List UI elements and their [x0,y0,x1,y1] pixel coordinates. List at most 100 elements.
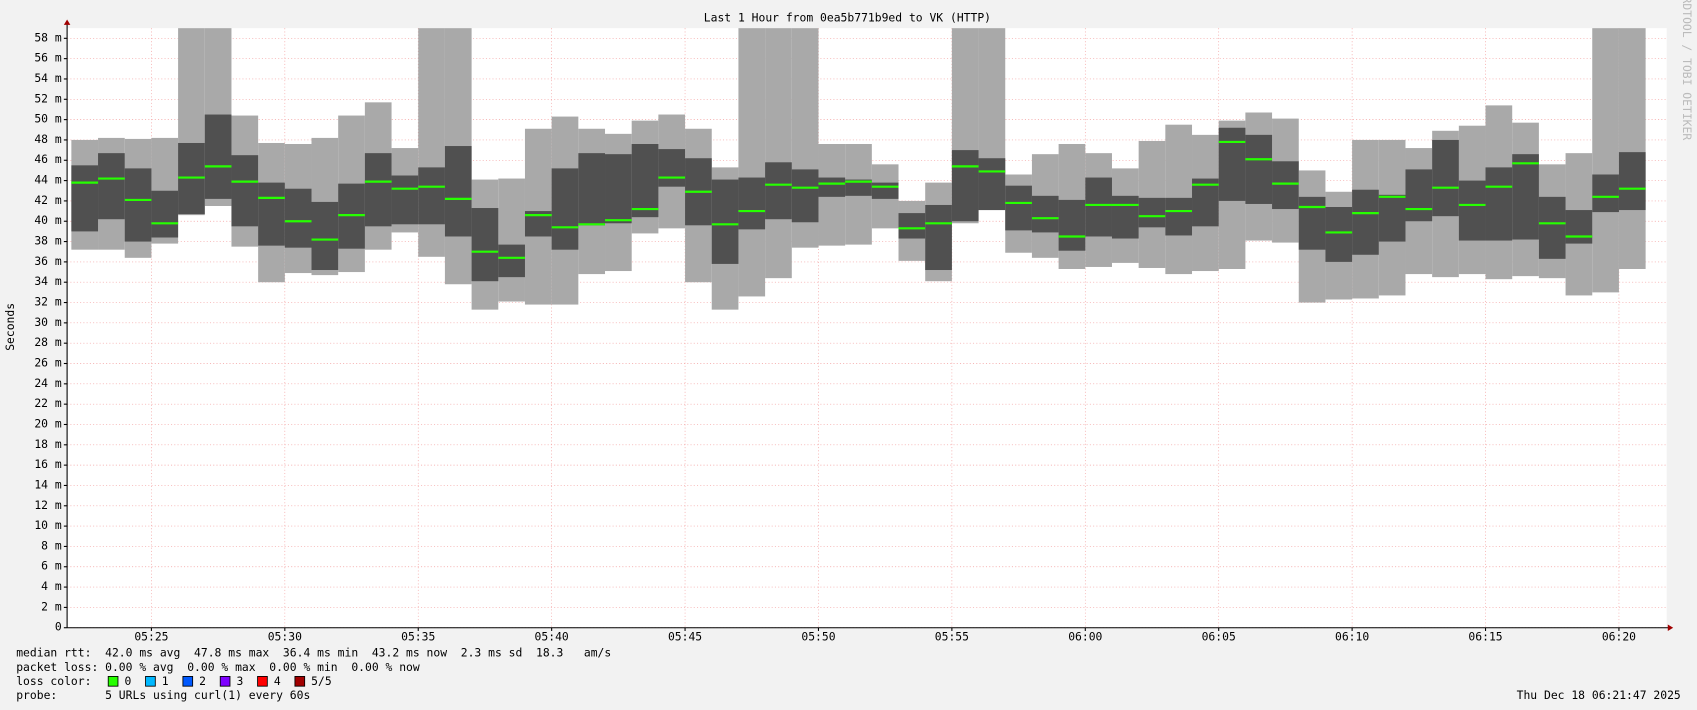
smoke-band [151,190,179,238]
y-tick-label: 32 m [34,295,62,309]
plot-area [67,28,1667,628]
smoke-band [1085,177,1112,237]
smoke-band [364,153,392,227]
smoke-band [1111,195,1139,239]
x-tick-label: 05:45 [668,629,702,643]
x-tick-label: 05:40 [535,629,569,643]
smoke-band [1592,174,1619,213]
axis-arrow [1667,624,1674,631]
smoke-band [1565,210,1593,244]
stats-rtt: median rtt: 42.0 ms avg 47.8 ms max 36.4… [16,646,611,660]
watermark: RRDTOOL / TOBI OETIKER [1680,0,1694,140]
range-band [738,28,766,297]
smoke-band [1538,196,1566,259]
smoke-band [204,114,232,199]
y-tick-label: 12 m [34,498,62,512]
smoke-band [738,177,766,230]
y-tick-label: 4 m [41,579,62,593]
x-tick-label: 05:30 [268,629,302,643]
smoke-band [1298,196,1326,250]
y-tick-label: 38 m [34,234,62,248]
y-tick-label: 44 m [34,173,62,187]
smoke-band [391,175,419,225]
y-tick-label: 14 m [34,477,62,491]
x-tick-label: 06:10 [1335,629,1369,643]
y-tick-label: 6 m [41,559,62,573]
smoke-band [871,182,899,199]
y-tick-label: 28 m [34,335,62,349]
x-tick-label: 05:35 [401,629,435,643]
y-tick-label: 2 m [41,599,62,613]
y-tick-label: 56 m [34,51,62,65]
smoke-band [818,177,846,197]
smoke-band [845,179,872,196]
smoke-band [1138,197,1166,228]
smoke-band [471,208,499,282]
smoke-band [578,153,606,226]
y-tick-label: 40 m [34,213,62,227]
smoke-band [231,155,259,227]
smoke-band [71,165,99,232]
y-tick-label: 46 m [34,152,62,166]
x-tick-label: 06:20 [1602,629,1636,643]
y-tick-label: 20 m [34,416,62,430]
y-tick-label: 52 m [34,91,62,105]
smoke-band [1618,152,1646,211]
smoke-band [1325,207,1353,262]
smoke-band [791,169,819,223]
smoke-band [1218,127,1246,201]
smoke-band [978,158,1006,211]
chart-title: Last 1 Hour from 0ea5b771b9ed to VK (HTT… [704,10,991,24]
legend-label: 2 [199,674,206,688]
legend-label: 4 [274,674,281,688]
smoke-band [1165,197,1193,236]
smoke-band [631,144,659,218]
legend-swatch [182,676,194,687]
probe-info: probe: 5 URLs using curl(1) every 60s [16,688,310,702]
smoke-band [498,244,525,278]
legend-label: 3 [236,674,243,688]
stats-loss: packet loss: 0.00 % avg 0.00 % max 0.00 … [16,660,420,674]
y-tick-label: 0 [55,620,62,634]
y-tick-label: 24 m [34,376,62,390]
smoke-band [898,213,926,239]
smoke-band [418,167,445,225]
y-tick-label: 10 m [34,518,62,532]
legend-swatch [294,676,306,687]
timestamp: Thu Dec 18 06:21:47 2025 [1517,688,1681,702]
smoke-band [1272,161,1299,210]
legend-label: 5/5 [311,674,332,688]
smoke-band [258,182,285,246]
y-axis-label: Seconds [3,303,17,351]
y-tick-label: 50 m [34,112,62,126]
legend-swatch [257,676,268,687]
smoke-band [1378,194,1406,242]
axis-arrow [63,19,71,25]
range-band [1592,28,1619,293]
y-tick-label: 42 m [34,193,62,207]
y-tick-label: 8 m [41,538,62,552]
smoke-band [1192,178,1219,227]
smoke-band [98,153,125,220]
smoke-band [658,149,686,187]
x-tick-label: 05:50 [801,629,835,643]
smoke-band [1352,189,1379,255]
y-tick-label: 34 m [34,274,62,288]
smoke-band [1005,185,1032,231]
x-tick-label: 05:55 [935,629,969,643]
x-tick-label: 06:15 [1468,629,1502,643]
y-tick-label: 30 m [34,315,62,329]
smoke-band [1458,180,1486,241]
y-tick-label: 26 m [34,356,62,370]
smoke-band [444,146,472,237]
smoke-band [1485,167,1513,241]
y-tick-label: 16 m [34,457,62,471]
y-tick-label: 54 m [34,71,62,85]
smoke-band [284,188,312,248]
range-band [765,28,792,279]
y-tick-label: 18 m [34,437,62,451]
range-band [1618,28,1646,270]
x-tick-label: 06:05 [1202,629,1236,643]
